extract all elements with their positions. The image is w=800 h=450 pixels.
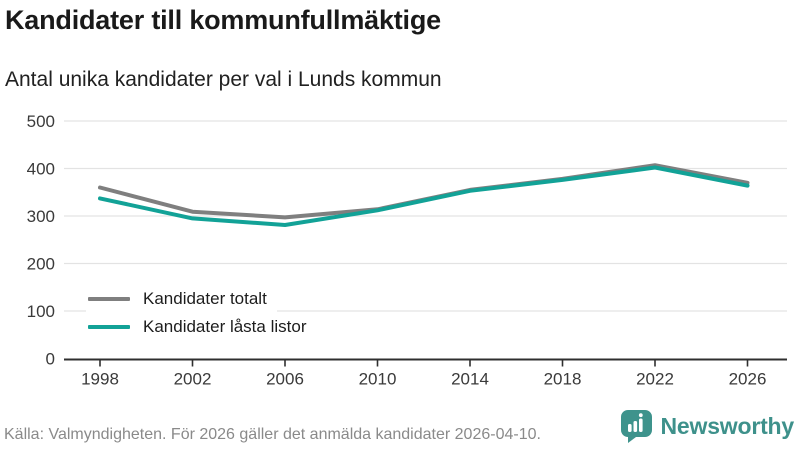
newsworthy-bubble-chart-icon bbox=[620, 410, 652, 443]
y-tick-label-500: 500 bbox=[27, 112, 55, 131]
x-tick-label-2022: 2022 bbox=[636, 370, 674, 389]
legend-item-lasta-listor: Kandidater låsta listor bbox=[86, 313, 317, 341]
chart-subtitle: Antal unika kandidater per val i Lunds k… bbox=[5, 68, 442, 91]
legend-item-totalt: Kandidater totalt bbox=[86, 285, 277, 313]
y-tick-label-100: 100 bbox=[27, 302, 55, 321]
x-tick-label-2006: 2006 bbox=[266, 370, 304, 389]
x-tick-label-2026: 2026 bbox=[729, 370, 767, 389]
series-line-1 bbox=[98, 165, 750, 227]
y-tick-label-0: 0 bbox=[46, 350, 55, 369]
series-line-0 bbox=[98, 163, 750, 220]
newsworthy-wordmark: Newsworthy bbox=[660, 413, 795, 439]
legend-swatch-lasta-listor bbox=[88, 325, 130, 329]
legend-label-lasta-listor: Kandidater låsta listor bbox=[143, 317, 307, 336]
y-tick-label-300: 300 bbox=[27, 207, 55, 226]
x-tick-label-1998: 1998 bbox=[81, 370, 119, 389]
x-tick-label-2014: 2014 bbox=[451, 370, 489, 389]
y-tick-label-400: 400 bbox=[27, 160, 55, 179]
page-title: Kandidater till kommunfullmäktige bbox=[5, 5, 441, 35]
legend-label-totalt: Kandidater totalt bbox=[143, 289, 267, 308]
legend-swatch-totalt bbox=[88, 297, 130, 301]
chart-legend: Kandidater totalt Kandidater låsta listo… bbox=[86, 285, 317, 341]
x-tick-label-2010: 2010 bbox=[359, 370, 397, 389]
x-tick-label-2018: 2018 bbox=[544, 370, 582, 389]
y-tick-label-200: 200 bbox=[27, 255, 55, 274]
source-note: Källa: Valmyndigheten. För 2026 gäller d… bbox=[4, 426, 541, 443]
newsworthy-logo: Newsworthy bbox=[620, 409, 794, 444]
x-tick-label-2002: 2002 bbox=[174, 370, 212, 389]
